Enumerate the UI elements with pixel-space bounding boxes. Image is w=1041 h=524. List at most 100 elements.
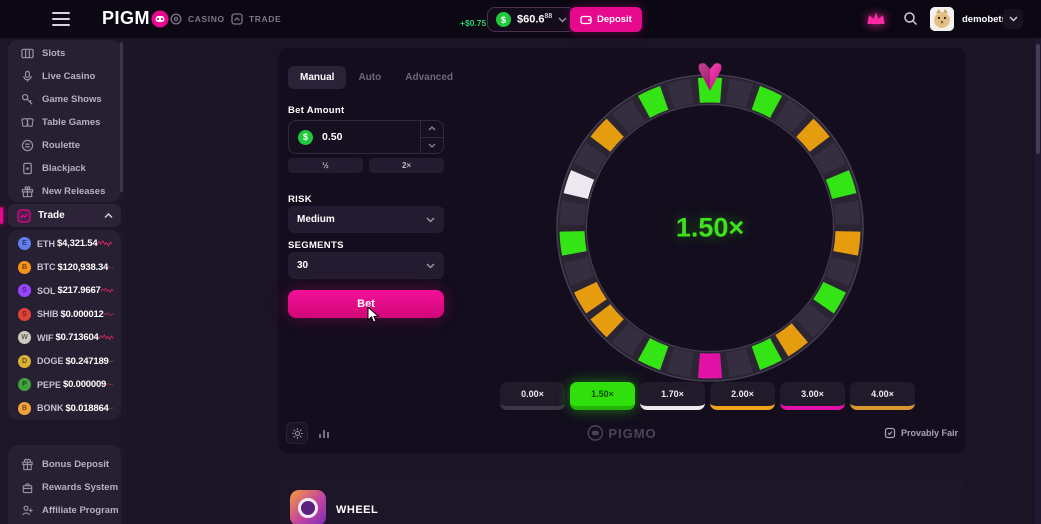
stepper-down-icon[interactable] xyxy=(421,138,443,154)
wheel-segment xyxy=(590,304,624,338)
wheel-segment xyxy=(559,200,587,226)
page-scrollbar-track[interactable] xyxy=(1035,38,1041,524)
wheel-segment xyxy=(825,256,857,286)
settings-gear-icon[interactable] xyxy=(286,422,308,444)
page-scrollbar-thumb[interactable] xyxy=(1036,44,1040,154)
coin-row-btc[interactable]: B BTC $120,938.34 xyxy=(8,256,121,280)
double-bet-button[interactable]: 2× xyxy=(369,158,444,173)
sidebar-item-slots[interactable]: Slots xyxy=(8,42,121,65)
sidebar-item-new-releases[interactable]: New Releases xyxy=(8,180,121,203)
segments-select[interactable]: 30 xyxy=(288,252,444,279)
wheel-pointer-icon xyxy=(694,60,726,94)
sidebar-item-rewards-system[interactable]: Rewards System xyxy=(8,476,121,499)
wheel-segment xyxy=(833,230,861,256)
chevron-down-icon xyxy=(426,262,435,269)
coin-price: $0.000009 xyxy=(63,379,107,391)
wheel-segment xyxy=(559,230,587,256)
trade-icon xyxy=(231,13,243,25)
sidebar-item-affiliate-program[interactable]: Affiliate Program xyxy=(8,499,121,522)
menu-icon[interactable] xyxy=(52,12,70,26)
tab-manual[interactable]: Manual xyxy=(288,66,347,89)
bet-amount-input[interactable]: $ 0.50 xyxy=(288,120,444,154)
coin-price: $0.018864 xyxy=(65,402,109,414)
sidebar-item-game-shows[interactable]: Game Shows xyxy=(8,88,121,111)
multiplier-chip-3.00x[interactable]: 3.00× xyxy=(780,382,845,410)
topbar: PIGM CASINO TRADE +$0.75 $ $60.688 Depos… xyxy=(0,0,1041,38)
wheel-segment xyxy=(667,78,695,108)
coin-price: $0.713604 xyxy=(55,332,99,344)
bet-button[interactable]: Bet xyxy=(288,290,444,318)
coin-row-doge[interactable]: D DOGE $0.247189 xyxy=(8,350,121,374)
coin-row-shib[interactable]: S SHIB $0.000012 xyxy=(8,303,121,327)
coin-symbol: ETH xyxy=(37,238,55,249)
trade-chart-icon xyxy=(17,208,31,223)
stats-bars-icon[interactable] xyxy=(313,422,335,444)
sidebar-item-table-games[interactable]: Table Games xyxy=(8,111,121,134)
multiplier-chip-1.50x[interactable]: 1.50× xyxy=(570,382,635,410)
sidebar-item-trade[interactable]: Trade xyxy=(8,204,121,227)
bet-amount-value: 0.50 xyxy=(322,131,343,143)
sidebar-item-bonus-deposit[interactable]: Bonus Deposit xyxy=(8,453,121,476)
multiplier-chip-2.00x[interactable]: 2.00× xyxy=(710,382,775,410)
balance-amount: $60.688 xyxy=(517,13,553,26)
coin-sparkline xyxy=(103,311,114,317)
wheel-segment xyxy=(563,256,595,286)
btc-coin-icon: B xyxy=(18,260,31,274)
nav-casino[interactable]: CASINO xyxy=(170,0,225,38)
provably-fair-button[interactable]: Provably Fair xyxy=(884,427,958,439)
coin-row-bonk[interactable]: B BONK $0.018864 xyxy=(8,397,121,421)
multiplier-chip-0.00x[interactable]: 0.00× xyxy=(500,382,565,410)
wheel-segment xyxy=(775,99,808,133)
search-icon[interactable] xyxy=(903,11,918,26)
sidebar-scrollbar[interactable] xyxy=(120,42,123,192)
username[interactable]: demobets xyxy=(962,14,1007,25)
wheel-segment xyxy=(833,200,861,226)
tab-advanced[interactable]: Advanced xyxy=(405,72,454,83)
coin-icon: $ xyxy=(298,129,313,145)
user-menu-chevron-icon[interactable] xyxy=(1003,9,1023,29)
game-footer: PIGMO Provably Fair xyxy=(286,421,958,445)
coin-price: $0.000012 xyxy=(60,308,104,320)
coin-symbol: BONK xyxy=(37,403,64,414)
wheel-segment xyxy=(813,281,846,314)
coin-sparkline xyxy=(108,407,114,410)
mode-tabs: Manual Auto Advanced xyxy=(288,66,465,89)
logo-text: PIGM xyxy=(102,8,151,28)
chevron-up-icon xyxy=(104,212,113,219)
deposit-button[interactable]: Deposit xyxy=(570,7,642,32)
watermark: PIGMO xyxy=(587,425,656,441)
logo[interactable]: PIGM xyxy=(102,8,169,29)
wif-coin-icon: W xyxy=(18,331,31,345)
wheel-segment xyxy=(637,338,669,370)
half-bet-button[interactable]: ½ xyxy=(288,158,363,173)
wheel-svg xyxy=(556,74,864,382)
coin-row-wif[interactable]: W WIF $0.713604 xyxy=(8,326,121,350)
pepe-coin-icon: P xyxy=(18,378,31,392)
sidebar-item-roulette[interactable]: Roulette xyxy=(8,134,121,157)
tab-auto[interactable]: Auto xyxy=(358,72,382,83)
chevron-down-icon xyxy=(426,216,435,223)
wheel-segment xyxy=(612,323,645,357)
multiplier-chip-1.70x[interactable]: 1.70× xyxy=(640,382,705,410)
wheel-segment xyxy=(796,304,830,338)
wheel-segment xyxy=(612,99,645,133)
coin-row-eth[interactable]: E ETH $4,321.54 xyxy=(8,232,121,256)
risk-select[interactable]: Medium xyxy=(288,206,444,233)
multiplier-chip-4.00x[interactable]: 4.00× xyxy=(850,382,915,410)
balance-pill[interactable]: $ $60.688 xyxy=(487,7,577,32)
sidebar-item-blackjack[interactable]: Blackjack xyxy=(8,157,121,180)
coin-row-pepe[interactable]: P PEPE $0.000009 xyxy=(8,373,121,397)
wheel xyxy=(550,68,870,388)
coin-row-sol[interactable]: S SOL $217.9667 xyxy=(8,279,121,303)
logo-pig-icon xyxy=(151,10,169,28)
nav-trade[interactable]: TRADE xyxy=(231,0,281,38)
coin-symbol: WIF xyxy=(37,332,54,343)
wheel-segment xyxy=(796,118,830,152)
vip-crown-icon[interactable] xyxy=(866,11,886,26)
wheel-segment xyxy=(751,86,783,118)
sidebar-item-live-casino[interactable]: Live Casino xyxy=(8,65,121,88)
bet-modifier-row: ½ 2× xyxy=(288,158,444,173)
stepper-up-icon[interactable] xyxy=(421,121,443,138)
avatar[interactable] xyxy=(930,7,954,31)
